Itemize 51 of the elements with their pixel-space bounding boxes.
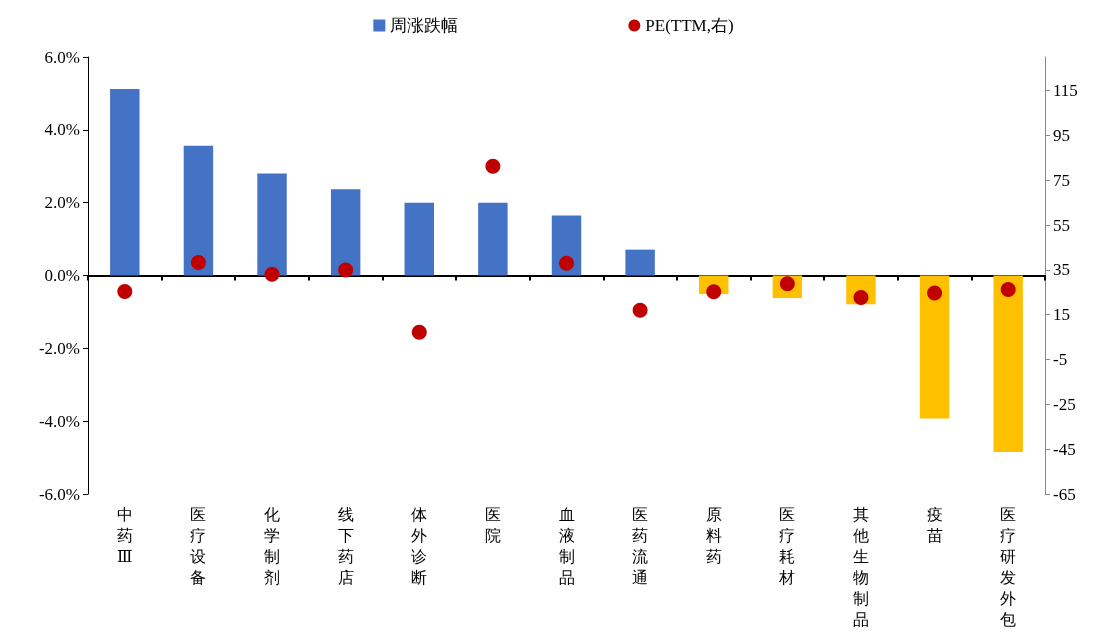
x-tick-label: 中药Ⅲ [116, 506, 133, 565]
y2-tick-label: 35 [1053, 260, 1070, 280]
y-tick-label: 2.0% [44, 193, 80, 213]
bar [110, 89, 140, 276]
x-tick-label: 原料药 [705, 506, 722, 565]
y-tick-label: -6.0% [38, 484, 80, 504]
point [632, 302, 648, 318]
x-tick-label: 化学制剂 [264, 506, 281, 586]
point [559, 255, 574, 271]
bar [330, 189, 361, 276]
x-tick-label: 医院 [484, 506, 501, 544]
bar [478, 202, 508, 276]
point [927, 285, 943, 301]
x-tick-label: 体外诊断 [411, 506, 428, 586]
x-tick-label: 血液制品 [558, 506, 575, 586]
y-tick-label: -4.0% [38, 411, 80, 431]
point [338, 262, 354, 278]
point [117, 283, 133, 299]
bar [183, 145, 214, 276]
y-tick-label: 4.0% [44, 120, 80, 140]
y2-tick-label: 75 [1053, 170, 1070, 190]
bar [625, 249, 655, 276]
legend-label: 周涨跌幅 [390, 16, 459, 35]
bar [257, 173, 287, 276]
y2-tick-label: -65 [1053, 484, 1076, 504]
x-tick-label: 医药流通 [632, 506, 649, 586]
x-tick-label: 线下药店 [337, 506, 354, 586]
x-tick-label: 疫苗 [926, 506, 943, 544]
point [264, 266, 280, 282]
bar [993, 275, 1023, 453]
legend-label: PE(TTM,右) [645, 16, 734, 35]
x-tick-label: 医疗研发外包 [1000, 506, 1017, 628]
point [190, 255, 206, 270]
y-tick-label: 0.0% [44, 266, 80, 285]
y2-tick-label: 95 [1053, 125, 1070, 145]
y2-tick-label: -5 [1053, 350, 1068, 370]
point [1000, 282, 1016, 298]
x-tick-label: 其他生物制品 [852, 506, 869, 628]
y-tick-label: -2.0% [38, 338, 80, 358]
x-tick-label: 医疗设备 [190, 506, 207, 586]
y2-tick-label: -45 [1053, 439, 1076, 459]
point [485, 158, 501, 174]
point [411, 324, 427, 340]
bar [404, 202, 434, 276]
bar [919, 275, 950, 419]
y2-tick-label: 55 [1053, 215, 1070, 235]
y2-tick-label: 15 [1053, 305, 1070, 325]
y2-tick-label: -25 [1053, 394, 1076, 414]
y2-tick-label: 115 [1053, 81, 1078, 101]
x-tick-label: 医疗耗材 [778, 506, 796, 586]
y-tick-label: 6.0% [44, 47, 80, 67]
